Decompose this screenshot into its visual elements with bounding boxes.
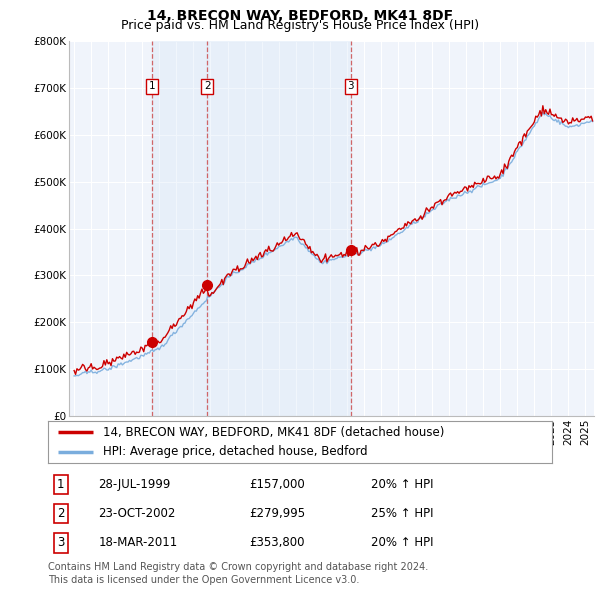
Text: 14, BRECON WAY, BEDFORD, MK41 8DF (detached house): 14, BRECON WAY, BEDFORD, MK41 8DF (detac… bbox=[103, 425, 445, 438]
Text: HPI: Average price, detached house, Bedford: HPI: Average price, detached house, Bedf… bbox=[103, 445, 368, 458]
Text: Price paid vs. HM Land Registry's House Price Index (HPI): Price paid vs. HM Land Registry's House … bbox=[121, 19, 479, 32]
Text: 2: 2 bbox=[204, 81, 211, 91]
Text: 18-MAR-2011: 18-MAR-2011 bbox=[98, 536, 178, 549]
Text: £157,000: £157,000 bbox=[250, 478, 305, 491]
Text: 1: 1 bbox=[149, 81, 155, 91]
Text: 3: 3 bbox=[57, 536, 64, 549]
Text: 23-OCT-2002: 23-OCT-2002 bbox=[98, 507, 176, 520]
Text: Contains HM Land Registry data © Crown copyright and database right 2024.
This d: Contains HM Land Registry data © Crown c… bbox=[48, 562, 428, 585]
Text: 20% ↑ HPI: 20% ↑ HPI bbox=[371, 478, 433, 491]
Text: 25% ↑ HPI: 25% ↑ HPI bbox=[371, 507, 433, 520]
Text: 3: 3 bbox=[347, 81, 354, 91]
Text: 20% ↑ HPI: 20% ↑ HPI bbox=[371, 536, 433, 549]
Text: £279,995: £279,995 bbox=[250, 507, 306, 520]
Text: 14, BRECON WAY, BEDFORD, MK41 8DF: 14, BRECON WAY, BEDFORD, MK41 8DF bbox=[147, 9, 453, 23]
Bar bbox=[152, 41, 207, 416]
Text: 2: 2 bbox=[57, 507, 64, 520]
Bar bbox=[207, 41, 350, 416]
Text: 1: 1 bbox=[57, 478, 64, 491]
Text: £353,800: £353,800 bbox=[250, 536, 305, 549]
Text: 28-JUL-1999: 28-JUL-1999 bbox=[98, 478, 171, 491]
